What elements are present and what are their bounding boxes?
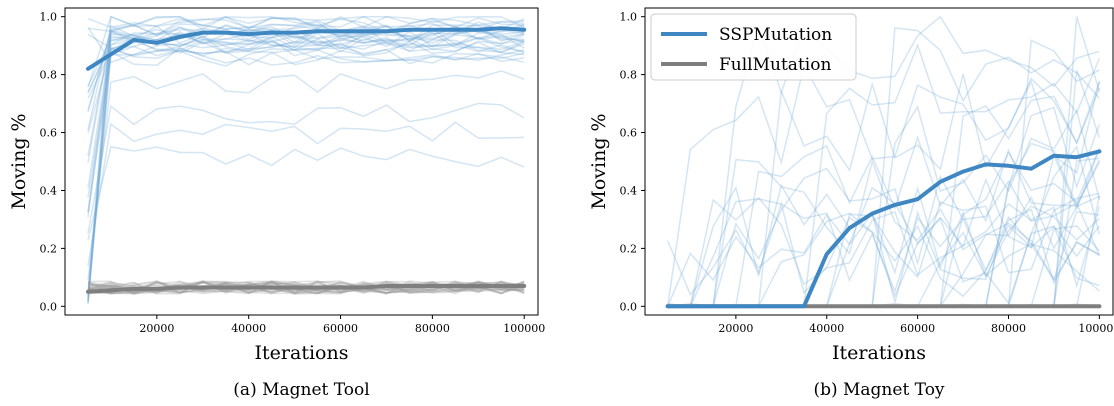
faint-run-line <box>667 208 1100 307</box>
faint-run-line <box>87 25 525 213</box>
faint-run-line <box>87 15 525 113</box>
series-line <box>86 26 527 71</box>
x-tick-label: 80000 <box>415 322 450 335</box>
faint-run-line <box>87 15 525 297</box>
x-tick-label: 20000 <box>139 322 174 335</box>
x-tick-label: 40000 <box>231 322 266 335</box>
faint-run-line <box>87 19 525 111</box>
faint-run-line <box>667 167 1101 308</box>
x-tick-label: 60000 <box>900 322 935 335</box>
faint-run-line <box>87 27 525 67</box>
faint-run-line <box>87 39 525 303</box>
x-tick-label: 80000 <box>991 322 1026 335</box>
y-tick-label: 0.6 <box>620 127 638 140</box>
x-axis-label: Iterations <box>255 342 349 364</box>
x-tick-label: 100000 <box>503 322 545 335</box>
faint-run-line <box>87 32 525 50</box>
faint-run-line <box>87 280 525 294</box>
x-axis-label: Iterations <box>832 342 926 364</box>
y-tick-label: 1.0 <box>620 11 638 24</box>
faint-run-line <box>87 102 525 234</box>
faint-run-line <box>87 29 525 93</box>
y-tick-label: 0.4 <box>620 184 638 197</box>
faint-run-line <box>87 46 525 298</box>
plot-frame <box>64 7 539 316</box>
faint-run-line <box>87 35 525 218</box>
faint-run-line <box>87 38 525 213</box>
y-tick-label: 0.8 <box>620 69 638 82</box>
faint-run-line <box>667 135 1101 308</box>
faint-run-line <box>87 36 525 134</box>
faint-run-line <box>87 281 525 295</box>
faint-run-line <box>87 146 525 241</box>
faint-run-line <box>667 195 1101 308</box>
faint-run-line <box>667 183 1100 308</box>
panel-caption: (b) Magnet Toy <box>813 380 944 400</box>
faint-run-line <box>667 158 1100 308</box>
faint-run-line <box>667 196 1101 308</box>
faint-run-line <box>87 38 525 303</box>
x-tick-label: 40000 <box>809 322 844 335</box>
faint-run-line <box>87 21 525 302</box>
faint-run-line <box>87 280 525 295</box>
faint-run-line <box>87 70 525 280</box>
y-axis-label: Moving % <box>588 113 610 209</box>
faint-run-line <box>667 201 1100 305</box>
legend: SSPMutation FullMutation <box>650 13 857 81</box>
series-line <box>86 284 527 294</box>
series-line <box>665 149 1102 309</box>
panel-magnet-toy: 20000 40000 60000 80000 100000 0.0 0.2 0.4 0.6 0.… <box>588 7 1114 400</box>
faint-run-line <box>87 121 525 266</box>
faint-run-line <box>667 198 1100 308</box>
faint-run-line <box>87 18 525 293</box>
faint-run-line <box>87 30 525 301</box>
faint-run-line <box>87 28 525 157</box>
y-axis-label: Moving % <box>8 113 30 209</box>
series-lines <box>665 149 1102 309</box>
legend-label-sspmutation: SSPMutation <box>719 25 832 45</box>
y-tick-label: 1.0 <box>40 11 58 24</box>
faint-run-lines <box>87 15 525 305</box>
faint-run-line <box>87 28 525 305</box>
faint-run-line <box>87 47 525 99</box>
axis-ticks: 20000 40000 60000 80000 100000 0.0 0.2 0.4 0.6 0.… <box>620 11 1114 335</box>
series-lines <box>86 26 527 294</box>
x-tick-label: 20000 <box>718 322 753 335</box>
faint-run-line <box>667 69 1101 308</box>
faint-run-line <box>87 280 525 295</box>
x-tick-label: 100000 <box>1078 322 1114 335</box>
faint-run-line <box>87 47 525 198</box>
y-tick-label: 0.4 <box>40 184 58 197</box>
y-tick-label: 0.6 <box>40 127 58 140</box>
faint-run-line <box>666 63 1101 307</box>
y-tick-label: 0.2 <box>620 242 638 255</box>
faint-run-line <box>87 15 525 30</box>
y-tick-label: 0.0 <box>620 300 638 313</box>
axis-ticks: 20000 40000 60000 80000 100000 0.0 0.2 0.4 0.6 0.… <box>40 11 546 335</box>
faint-run-line <box>667 15 1100 308</box>
panel-magnet-tool: 20000 40000 60000 80000 100000 0.0 0.2 0.4 0.6 0.… <box>8 7 546 400</box>
x-tick-label: 60000 <box>323 322 358 335</box>
y-tick-label: 0.0 <box>40 300 58 313</box>
plot-frame <box>644 7 1114 316</box>
legend-label-fullmutation: FullMutation <box>719 55 831 75</box>
y-tick-label: 0.2 <box>40 242 58 255</box>
y-tick-label: 0.8 <box>40 69 58 82</box>
panel-caption: (a) Magnet Tool <box>233 380 369 400</box>
